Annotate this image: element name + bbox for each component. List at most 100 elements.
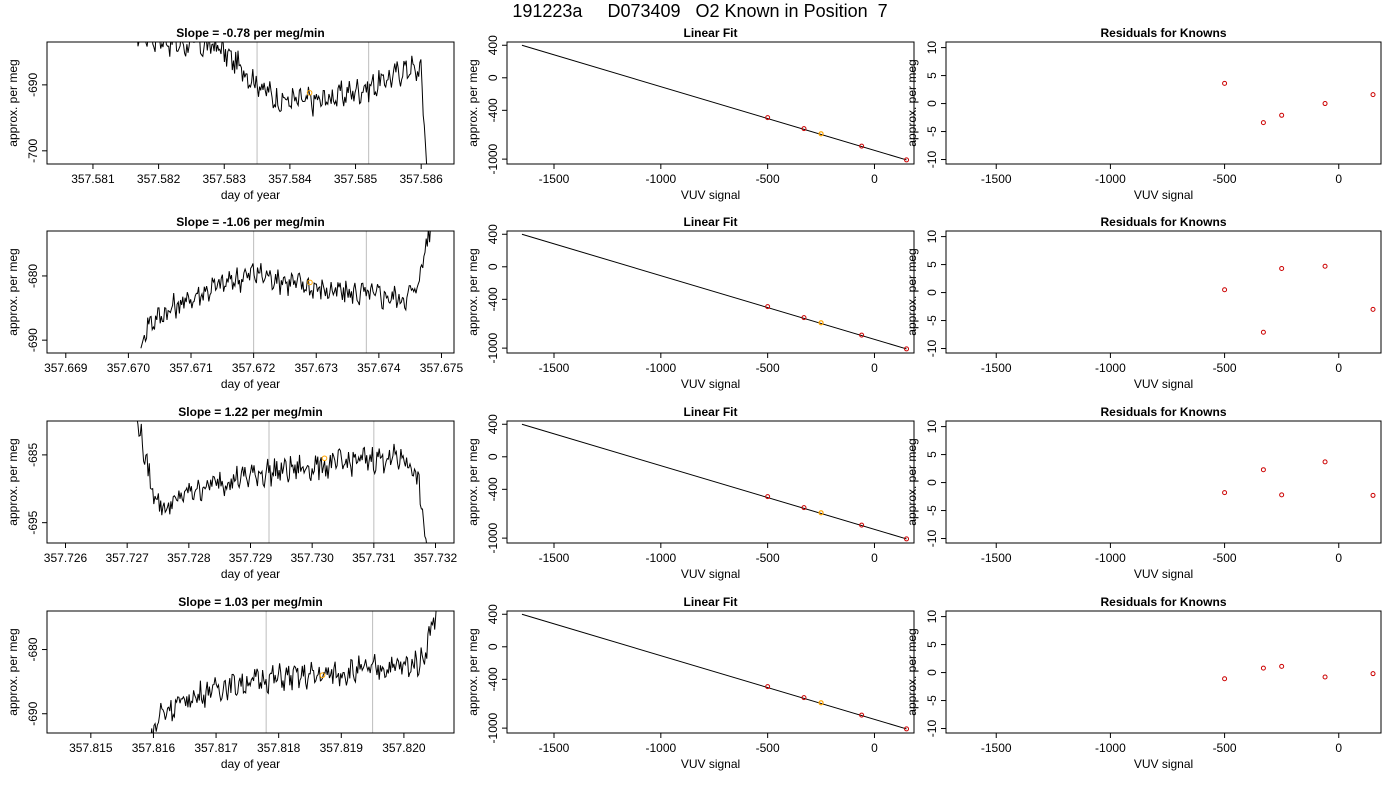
sample-marker (818, 131, 824, 137)
y-tick-label: -680 (26, 637, 40, 661)
known-point (904, 346, 910, 352)
subplot-title: Slope = 1.22 per meg/min (178, 405, 322, 419)
x-tick-label: 357.729 (229, 551, 273, 565)
plot-area (521, 44, 910, 163)
known-point (859, 712, 865, 718)
x-tick-label: 0 (871, 741, 878, 755)
x-tick-label: 357.585 (334, 172, 378, 186)
x-axis-label: day of year (221, 188, 280, 202)
x-tick-label: 357.815 (69, 741, 113, 755)
x-tick-label: 357.731 (352, 551, 396, 565)
plot-frame (46, 420, 455, 544)
y-tick-label: 10 (925, 610, 939, 624)
x-axis-label: VUV signal (681, 567, 740, 581)
subplot-title: Linear Fit (683, 26, 737, 40)
plot-area (521, 233, 910, 352)
x-tick-label: 0 (871, 551, 878, 565)
y-axis-label: approx. per meg (905, 438, 919, 525)
plot-area (150, 611, 437, 733)
residual-point (1260, 467, 1266, 473)
x-tick-label: 357.671 (169, 361, 213, 375)
plot-area (521, 423, 910, 542)
y-tick-label: -10 (925, 340, 939, 358)
y-tick-label: 5 (925, 261, 939, 268)
y-tick-label: -10 (925, 720, 939, 738)
y-tick-label: -400 (486, 667, 500, 691)
x-tick-label: 357.675 (420, 361, 464, 375)
subplot-title: Slope = -1.06 per meg/min (176, 215, 324, 229)
fit-line (521, 44, 907, 161)
sample-marker (818, 510, 824, 516)
plot-area (521, 613, 910, 732)
subplot-r1-c2: Residuals for Knowns -1500 -1000 -500 0 10 5 0 -… (905, 215, 1382, 391)
x-tick-label: -500 (756, 361, 780, 375)
y-axis-label: approx. per meg (6, 248, 20, 335)
x-tick-label: 357.726 (44, 551, 88, 565)
x-tick-label: 0 (1335, 551, 1342, 565)
fit-line (521, 233, 907, 350)
sample-marker (818, 320, 824, 326)
residual-point (1222, 287, 1228, 293)
y-tick-label: 10 (925, 420, 939, 434)
x-tick-label: -1500 (981, 741, 1012, 755)
x-axis-label: VUV signal (1134, 757, 1193, 771)
plot-area (1222, 459, 1376, 498)
x-tick-label: 357.670 (107, 361, 151, 375)
x-tick-label: 357.818 (257, 741, 301, 755)
residual-point (1260, 120, 1266, 126)
x-tick-label: 0 (1335, 741, 1342, 755)
y-tick-label: -1000 (486, 522, 500, 553)
x-axis-label: VUV signal (681, 757, 740, 771)
x-axis-label: VUV signal (1134, 567, 1193, 581)
x-tick-label: 0 (1335, 172, 1342, 186)
plot-frame (506, 41, 915, 165)
residual-point (1370, 92, 1376, 98)
mean-marker (306, 89, 313, 96)
subplot-r2-c1: Linear Fit -1500 -1000 -500 0 400 0 -400 -1000 VU… (466, 405, 915, 581)
residual-point (1322, 263, 1328, 269)
y-tick-label: -1000 (486, 143, 500, 174)
y-tick-label: -5 (925, 505, 939, 516)
known-point (801, 505, 807, 511)
y-tick-label: 400 (486, 414, 500, 434)
y-tick-label: -400 (486, 287, 500, 311)
x-tick-label: 357.672 (232, 361, 276, 375)
plot-frame (945, 420, 1382, 544)
y-tick-label: -400 (486, 98, 500, 122)
y-tick-label: 5 (925, 451, 939, 458)
plot-area (1222, 263, 1376, 335)
y-tick-label: 5 (925, 72, 939, 79)
plot-frame (506, 230, 915, 354)
x-tick-label: -1000 (645, 551, 676, 565)
y-axis-label: approx. per meg (6, 628, 20, 715)
x-axis-label: VUV signal (1134, 377, 1193, 391)
subplot-r0-c0: Slope = -0.78 per meg/min 357.581 357.582 3… (6, 26, 455, 202)
subplot-title: Linear Fit (683, 215, 737, 229)
y-tick-label: -1000 (486, 712, 500, 743)
plot-frame (506, 420, 915, 544)
subplot-title: Slope = -0.78 per meg/min (176, 26, 324, 40)
x-tick-label: -500 (1213, 361, 1237, 375)
plot-frame (46, 610, 455, 734)
x-tick-label: 357.584 (268, 172, 312, 186)
figure-title: 191223a D073409 O2 Known in Position 7 (512, 1, 888, 21)
x-tick-label: -1000 (1095, 172, 1126, 186)
x-tick-label: 357.583 (203, 172, 247, 186)
data-trace (150, 611, 437, 733)
x-tick-label: 357.669 (44, 361, 88, 375)
x-axis-label: day of year (221, 377, 280, 391)
y-tick-label: 0 (925, 669, 939, 676)
x-tick-label: 357.820 (382, 741, 426, 755)
known-point (765, 684, 771, 690)
sample-marker (818, 700, 824, 706)
x-axis-label: day of year (221, 757, 280, 771)
residual-point (1279, 492, 1285, 498)
x-tick-label: 0 (1335, 361, 1342, 375)
x-tick-label: 357.819 (320, 741, 364, 755)
plot-frame (945, 230, 1382, 354)
data-trace (140, 231, 431, 349)
y-tick-label: -680 (26, 264, 40, 288)
y-axis-label: approx. per meg (466, 248, 480, 335)
y-tick-label: 0 (925, 479, 939, 486)
